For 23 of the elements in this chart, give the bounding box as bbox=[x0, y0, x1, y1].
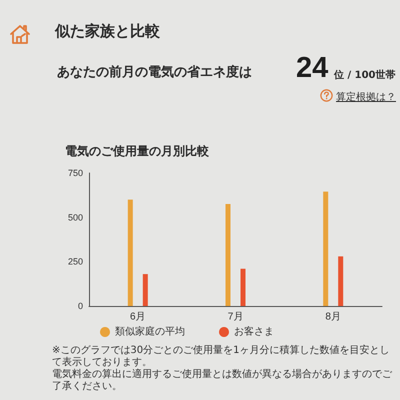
text: 電気料金の算出に適用するご使用量とは数値が異なる場合がありますのでご了承ください。 bbox=[52, 369, 393, 393]
x-tick-label: 7月 bbox=[228, 312, 244, 322]
y-tick-label: 750 bbox=[68, 168, 83, 178]
chart-title: 似た家族と比較 bbox=[55, 22, 160, 41]
x-tick-label: 8月 bbox=[325, 312, 341, 322]
text: 24 bbox=[296, 52, 328, 85]
text: 算定根拠は？ bbox=[336, 90, 396, 104]
bar bbox=[226, 204, 230, 306]
bar bbox=[240, 268, 246, 306]
bar bbox=[128, 200, 133, 306]
bar bbox=[323, 192, 328, 306]
bar bbox=[338, 256, 344, 306]
text: 位 / 100世帯 bbox=[334, 68, 396, 82]
text: ※このグラフでは30分ごとのご使用量を1ヶ月分に積算した数値を目安として表示しております。 bbox=[52, 345, 390, 368]
y-tick-label: 250 bbox=[68, 256, 83, 267]
text: あなたの前月の電気の省エネ度は bbox=[57, 64, 252, 81]
legend-label: お客さま bbox=[234, 326, 274, 338]
bar bbox=[142, 274, 148, 306]
x-tick-label: 6月 bbox=[130, 312, 146, 322]
y-tick-label: 500 bbox=[68, 212, 83, 222]
legend-label: 類似家庭の平均 bbox=[115, 326, 185, 338]
chart-subtitle: 電気のご使用量の月別比較 bbox=[65, 144, 210, 158]
y-tick-label: 0 bbox=[78, 301, 83, 311]
